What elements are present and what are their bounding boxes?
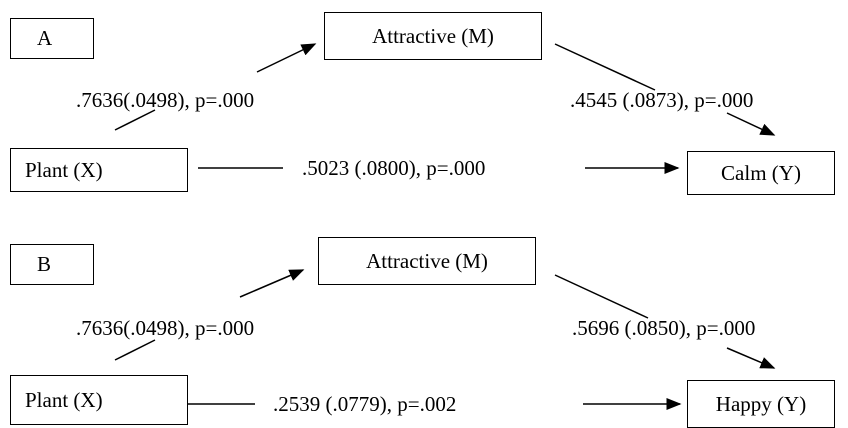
panel-b-path-b-lower-arrow [726,347,776,369]
panel-b-outcome-box: Happy (Y) [687,380,835,428]
panel-b-path-a-lower [114,339,156,361]
panel-b-path-b-coefficient: .5696 (.0850), p=.000 [572,316,756,340]
panel-a-path-b-lower-arrow [726,112,776,136]
panel-b-path-c-coefficient: .2539 (.0779), p=.002 [273,392,457,416]
panel-b-path-a-coefficient: .7636(.0498), p=.000 [76,316,255,340]
panel-a-outcome-box: Calm (Y) [687,151,835,195]
panel-b-path-b-upper [554,274,649,319]
panel-b-path-a-upper-arrow [239,269,305,298]
panel-a-path-b-upper [554,43,656,91]
panel-a-mediator-box: Attractive (M) [324,12,542,60]
panel-a-tag: A [10,18,94,59]
panel-a-path-b-coefficient: .4545 (.0873), p=.000 [570,88,754,112]
panel-a-path-a-coefficient: .7636(.0498), p=.000 [76,88,255,112]
panel-b-tag: B [10,244,94,285]
panel-a-predictor-box: Plant (X) [10,148,188,192]
panel-a-path-c-coefficient: .5023 (.0800), p=.000 [302,156,486,180]
panel-b-predictor-box: Plant (X) [10,375,188,425]
panel-a-path-a-upper-arrow [256,43,317,73]
panel-a-path-a-lower [114,109,156,131]
panel-b-mediator-box: Attractive (M) [318,237,536,285]
